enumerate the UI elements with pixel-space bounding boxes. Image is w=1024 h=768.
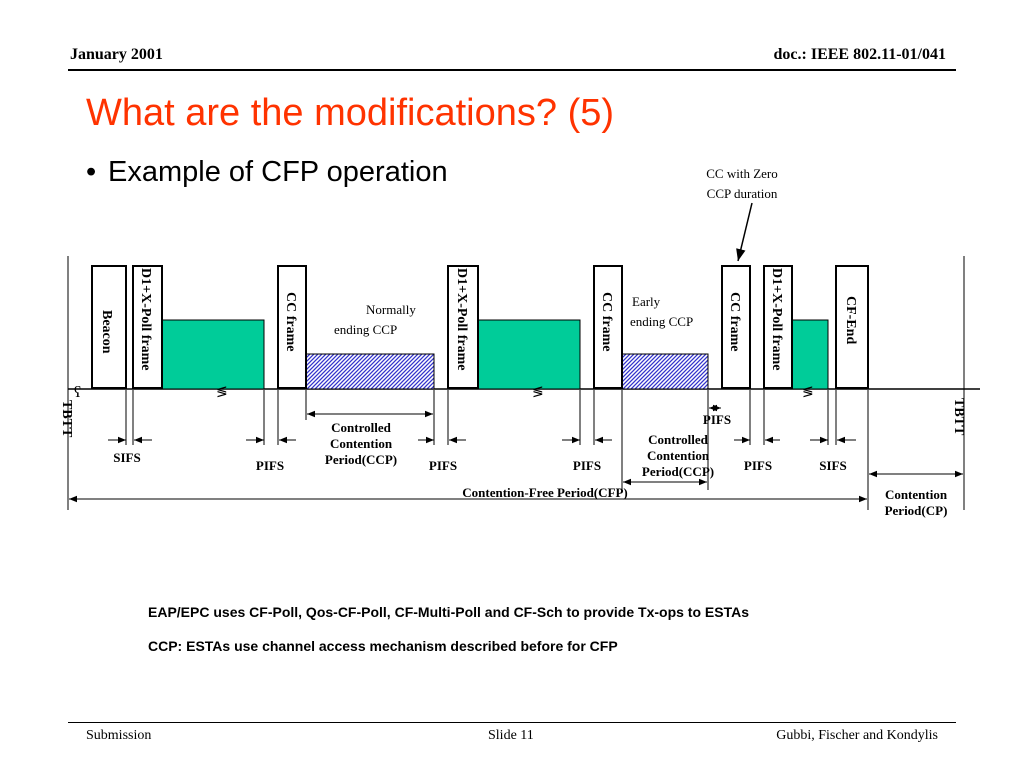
beacon-frame [91,265,127,389]
bullet-text: Example of CFP operation [108,156,448,188]
polled-data-area-2 [477,319,581,390]
cfp-label: Contention-Free Period(CFP) [462,485,627,500]
ccp-1-label-line3: Period(CCP) [325,452,397,467]
break-mark-icon: ʕ [74,384,81,401]
zero-ccp-note-line2: CCP duration [707,186,778,201]
cp-label-line1: Contention [885,487,948,502]
ccp-area-1 [305,353,435,390]
ccp-1-label-line1: Controlled [331,420,391,435]
break-mark-icon: ≶ [216,385,228,400]
ccp-1-label-line2: Contention [330,436,393,451]
poll-frame-2-label: D1+X-Poll frame [454,268,469,370]
pifs-4-label: PIFS [744,458,772,473]
polled-data-area-3 [791,319,829,390]
zero-ccp-pointer [736,202,753,262]
cc-frame-2-label: CC frame [599,292,614,351]
pifs-2-label: PIFS [429,458,457,473]
break-mark-icon: ≶ [802,385,814,400]
cc-frame-2 [593,265,623,389]
header-date: January 2001 [70,46,163,63]
poll-frame-1-label: D1+X-Poll frame [138,268,153,370]
beacon-label: Beacon [99,310,114,354]
early-ccp-note-line2: ending CCP [630,314,693,329]
polled-data-area-1 [161,319,265,390]
ccp-2-label-line3: Period(CCP) [642,464,714,479]
normal-ccp-note-line1: Normally [366,302,416,317]
bullet-dot-icon: • [86,156,97,188]
bullet-item: • Example of CFP operation [86,156,448,189]
sifs-2-label: SIFS [819,458,846,473]
ccp-2-label-line1: Controlled [648,432,708,447]
cf-end-frame [835,265,869,389]
cc-frame-zero-ccp-label: CC frame [727,292,742,351]
poll-frame-2 [447,265,479,389]
poll-frame-1 [132,265,163,389]
footer-authors: Gubbi, Fischer and Kondylis [776,728,938,743]
cfp-timing-diagram: Beacon D1+X-Poll frame CC frame D1+X-Pol… [59,166,980,518]
sifs-1-label: SIFS [113,450,140,465]
cc-frame-zero-ccp [721,265,751,389]
ccp-area-2 [621,353,709,390]
footer-submission: Submission [86,728,152,743]
early-ccp-note-line1: Early [632,294,661,309]
cp-label-line2: Period(CP) [885,503,948,518]
zero-ccp-note-line1: CC with Zero [706,166,778,181]
header-rule [68,69,956,71]
poll-frame-3 [763,265,793,389]
break-mark-icon: ≶ [532,385,544,400]
legend-hatch-text: CCP: ESTAs use channel access mechanism … [148,638,618,654]
footer-slide-number: Slide 11 [488,728,534,743]
tbtt-left-label: TBTT [59,400,74,438]
legend-green-text: EAP/EPC uses CF-Poll, Qos-CF-Poll, CF-Mu… [148,604,749,620]
cf-end-label: CF-End [843,296,858,344]
header-doc-id: doc.: IEEE 802.11-01/041 [773,46,946,63]
ccp-2-label-line2: Contention [647,448,710,463]
poll-frame-3-label: D1+X-Poll frame [769,268,784,370]
slide-title: What are the modifications? (5) [86,92,615,134]
footer-rule [68,722,956,723]
normal-ccp-note-line2: ending CCP [334,322,397,337]
pifs-top-label: PIFS [703,412,731,427]
pifs-3-label: PIFS [573,458,601,473]
pifs-1-label: PIFS [256,458,284,473]
cc-frame-1 [277,265,307,389]
cc-frame-1-label: CC frame [283,292,298,351]
tbtt-right-label: TBTT [951,398,966,436]
